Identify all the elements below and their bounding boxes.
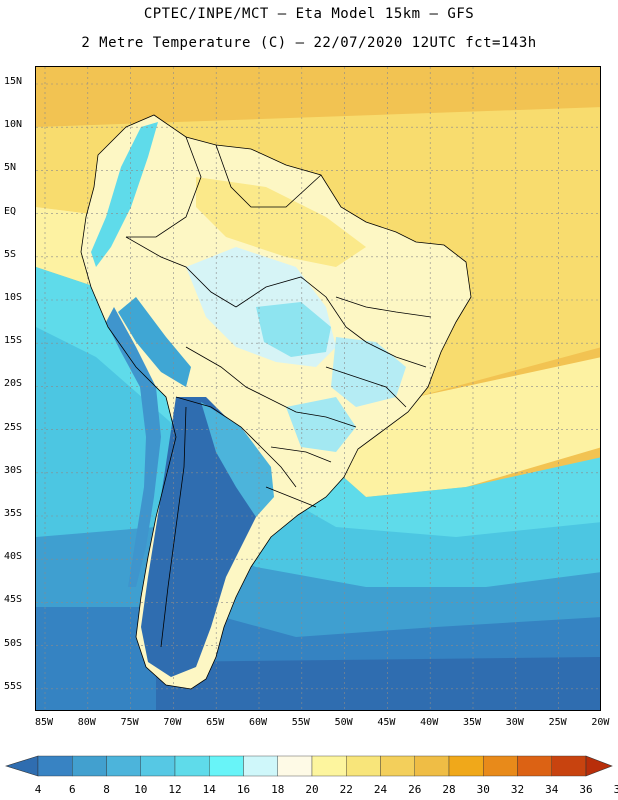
central-andes [118, 297, 191, 387]
colorbar-label: 16 [236, 783, 251, 796]
colorbar-cell [551, 755, 587, 777]
colorbar-cell [72, 755, 107, 777]
colorbar-cell [346, 755, 381, 777]
colorbar-label: 38 [613, 783, 618, 796]
lon-label-70w: 70W [163, 717, 182, 728]
lon-label-85w: 85W [34, 717, 54, 728]
pacific-coast-strip [106, 307, 161, 587]
lat-label-eq: EQ [4, 205, 17, 217]
colorbar-cell [106, 755, 141, 777]
colorbar-cell [517, 755, 552, 777]
southeast-cool-patch [331, 337, 406, 407]
north-warm-interior [196, 177, 366, 267]
lat-label-40s: 40S [4, 551, 23, 563]
lat-label-50s: 50S [4, 637, 23, 649]
lat-label-45s: 45S [4, 594, 23, 606]
chart-subtitle: 2 Metre Temperature (C) – 22/07/2020 12U… [81, 35, 537, 51]
colorbar-label: 12 [168, 783, 182, 796]
lon-label-50w: 50W [334, 717, 353, 728]
colorbar [4, 755, 613, 777]
northern-andes [91, 122, 158, 267]
pampas-cool [201, 402, 274, 517]
lon-label-20w: 20W [591, 717, 610, 728]
colorbar-cell [140, 755, 176, 777]
lon-label-65w: 65W [206, 717, 225, 728]
colorbar-label: 26 [408, 783, 422, 796]
colorbar-cell [243, 755, 278, 777]
lon-label-25w: 25W [548, 717, 567, 728]
temperature-map [35, 66, 601, 711]
lon-label-35w: 35W [462, 717, 482, 728]
colorbar-label: 36 [579, 783, 593, 796]
south-cool-patch [286, 397, 356, 452]
cold-ocean [156, 657, 600, 710]
lat-label-30s: 30S [4, 464, 23, 476]
colorbar-cell [448, 755, 484, 777]
colorbar-label: 32 [510, 783, 525, 796]
colorbar-cell [37, 755, 73, 777]
lon-label-40w: 40W [420, 717, 439, 728]
lat-label-55s: 55S [4, 680, 23, 692]
colorbar-cell [483, 755, 518, 777]
colorbar-cell [174, 755, 210, 777]
graticule [36, 67, 600, 710]
lat-label-35s: 35S [4, 508, 23, 519]
colorbar-label: 28 [442, 783, 456, 796]
colorbar-label: 20 [305, 783, 319, 796]
lat-label-25s: 25S [4, 421, 23, 433]
colorbar-cell [277, 755, 313, 777]
colorbar-cells [4, 755, 613, 777]
lat-label-20s: 20S [4, 378, 23, 390]
lat-label-5n: 5N [4, 162, 17, 174]
colorbar-cell [414, 755, 450, 777]
colorbar-label: 34 [545, 783, 559, 796]
lon-label-55w: 55W [291, 717, 310, 728]
colorbar-arrow-high [585, 755, 613, 777]
lon-label-45w: 45W [377, 717, 396, 728]
colorbar-label: 18 [271, 783, 285, 796]
colorbar-cell [311, 755, 347, 777]
lat-label-10n: 10N [4, 119, 23, 131]
colorbar-label: 8 [103, 783, 110, 796]
colorbar-label: 4 [34, 783, 42, 796]
colorbar-label: 24 [373, 783, 388, 796]
country-borders [80, 114, 472, 690]
colorbar-label: 30 [476, 783, 490, 796]
map-canvas [36, 67, 600, 710]
lon-label-80w: 80W [77, 717, 96, 728]
lat-label-15n: 15N [4, 76, 23, 87]
lon-label-75w: 75W [120, 717, 139, 728]
colorbar-label: 14 [202, 783, 216, 796]
colorbar-label: 22 [339, 783, 353, 796]
colorbar-arrow-low [4, 755, 39, 777]
colorbar-cell [209, 755, 244, 777]
colorbar-label: 6 [68, 783, 76, 796]
lon-label-30w: 30W [505, 717, 524, 728]
lat-label-15s: 15S [4, 335, 23, 347]
colorbar-label: 10 [134, 783, 148, 796]
colorbar-cell [380, 755, 415, 777]
chart-title: CPTEC/INPE/MCT – Eta Model 15km – GFS [143, 6, 475, 22]
lon-label-60w: 60W [248, 717, 268, 728]
lat-label-5s: 5S [4, 248, 17, 260]
lat-label-10s: 10S [4, 292, 23, 303]
